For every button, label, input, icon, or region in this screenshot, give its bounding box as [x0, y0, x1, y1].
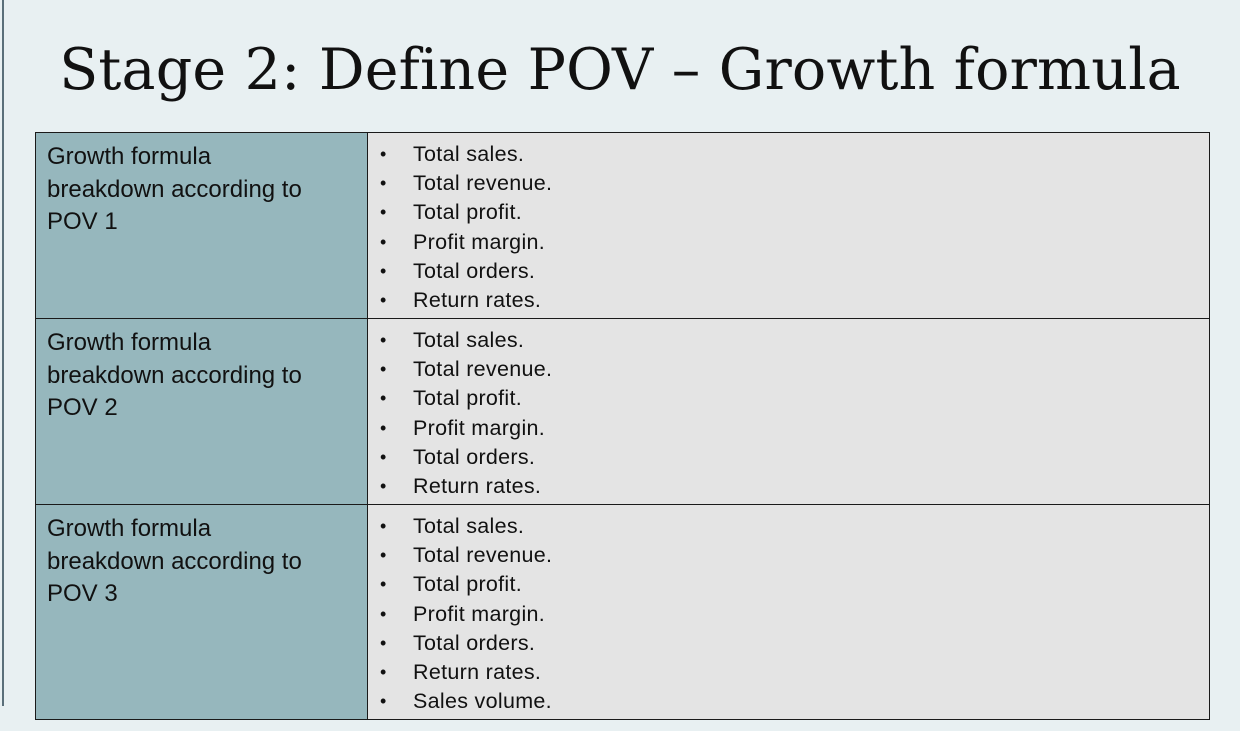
list-item: Profit margin. — [380, 228, 1209, 257]
list-item: Total profit. — [380, 570, 1209, 599]
row-label: Growth formula breakdown according to PO… — [47, 515, 302, 607]
list-item: Return rates. — [380, 658, 1209, 687]
row-label-cell: Growth formula breakdown according to PO… — [35, 318, 368, 505]
metric-list: Total sales. Total revenue. Total profit… — [368, 133, 1209, 315]
list-item: Total profit. — [380, 384, 1209, 413]
list-item: Return rates. — [380, 286, 1209, 315]
growth-formula-table: Growth formula breakdown according to PO… — [35, 132, 1210, 720]
list-item: Total revenue. — [380, 355, 1209, 384]
row-label-cell: Growth formula breakdown according to PO… — [35, 132, 368, 319]
list-item: Total orders. — [380, 443, 1209, 472]
table-row: Growth formula breakdown according to PO… — [35, 504, 1210, 720]
list-item: Total sales. — [380, 140, 1209, 169]
list-item: Return rates. — [380, 472, 1209, 501]
list-item: Total orders. — [380, 629, 1209, 658]
metrics-cell: Total sales. Total revenue. Total profit… — [367, 504, 1210, 720]
list-item: Total profit. — [380, 198, 1209, 227]
row-label: Growth formula breakdown according to PO… — [47, 143, 302, 235]
metrics-cell: Total sales. Total revenue. Total profit… — [367, 318, 1210, 505]
metrics-cell: Total sales. Total revenue. Total profit… — [367, 132, 1210, 319]
list-item: Total sales. — [380, 512, 1209, 541]
list-item: Sales volume. — [380, 687, 1209, 716]
list-item: Profit margin. — [380, 600, 1209, 629]
metric-list: Total sales. Total revenue. Total profit… — [368, 505, 1209, 717]
table-row: Growth formula breakdown according to PO… — [35, 318, 1210, 505]
list-item: Total revenue. — [380, 169, 1209, 198]
list-item: Total orders. — [380, 257, 1209, 286]
metric-list: Total sales. Total revenue. Total profit… — [368, 319, 1209, 501]
slide-title: Stage 2: Define POV – Growth formula — [59, 37, 1181, 103]
list-item: Total sales. — [380, 326, 1209, 355]
list-item: Total revenue. — [380, 541, 1209, 570]
row-label: Growth formula breakdown according to PO… — [47, 329, 302, 421]
table-row: Growth formula breakdown according to PO… — [35, 132, 1210, 319]
row-label-cell: Growth formula breakdown according to PO… — [35, 504, 368, 720]
list-item: Profit margin. — [380, 414, 1209, 443]
left-edge-rule — [2, 0, 4, 706]
